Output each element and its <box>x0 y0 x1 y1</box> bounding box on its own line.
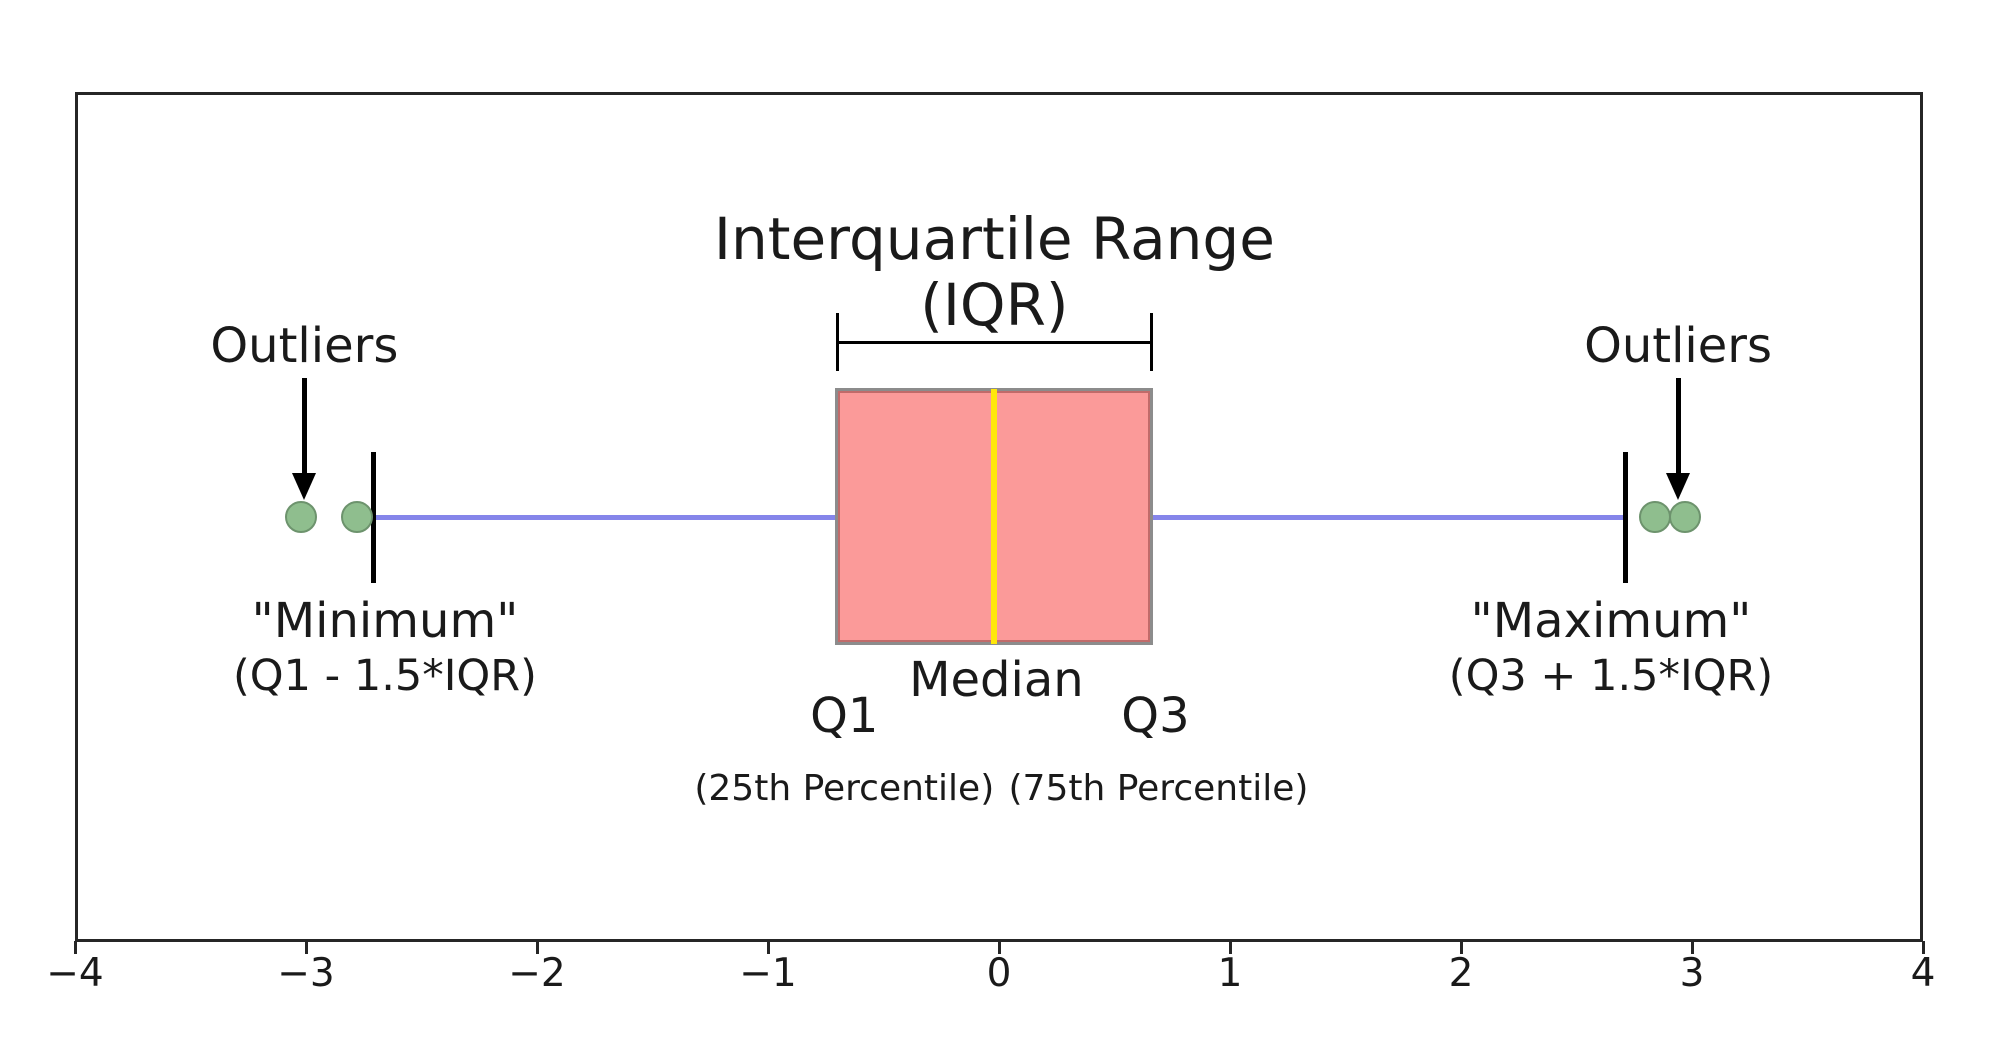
x-tick-label: −3 <box>277 951 335 996</box>
x-tick-label: −4 <box>46 951 104 996</box>
minimum-label: "Minimum" (Q1 - 1.5*IQR) <box>233 592 537 702</box>
whisker-cap-maximum <box>1623 452 1628 583</box>
x-tick-label: −1 <box>739 951 797 996</box>
x-tick-label: 1 <box>1217 951 1243 996</box>
outlier-arrow-right <box>1675 378 1681 475</box>
x-tick-mark <box>1459 941 1463 954</box>
outlier-arrowhead-left <box>292 473 317 500</box>
outlier-arrow-left <box>301 378 307 475</box>
x-tick-label: 2 <box>1448 951 1474 996</box>
whisker-line-right <box>1151 515 1625 520</box>
x-tick-mark <box>304 941 308 954</box>
x-tick-mark <box>997 941 1001 954</box>
outlier-point <box>1669 501 1702 533</box>
iqr-bracket-right-end <box>1149 313 1153 371</box>
median-label: Median <box>909 652 1084 708</box>
x-tick-label: 0 <box>986 951 1012 996</box>
x-tick-mark <box>1921 941 1925 954</box>
minimum-label-line1: "Minimum" <box>251 593 519 649</box>
x-tick-mark <box>535 941 539 954</box>
x-tick-mark <box>73 941 77 954</box>
iqr-title-line1: Interquartile Range <box>713 205 1275 273</box>
x-tick-mark <box>1690 941 1694 954</box>
q3-percentile-label: (75th Percentile) <box>1008 768 1309 809</box>
x-tick-mark <box>766 941 770 954</box>
maximum-label: "Maximum" (Q3 + 1.5*IQR) <box>1449 592 1773 702</box>
iqr-title: Interquartile Range (IQR) <box>714 206 1275 338</box>
whisker-line-left <box>372 515 838 520</box>
q1-label: Q1 <box>810 688 879 744</box>
whisker-cap-minimum <box>370 452 376 583</box>
outliers-label-right: Outliers <box>1584 318 1773 374</box>
iqr-title-line2: (IQR) <box>920 271 1069 339</box>
outlier-arrowhead-right <box>1666 473 1691 500</box>
q3-label: Q3 <box>1121 688 1190 744</box>
median-line <box>991 389 998 644</box>
maximum-label-line2: (Q3 + 1.5*IQR) <box>1448 651 1774 701</box>
maximum-label-line1: "Maximum" <box>1470 593 1752 649</box>
minimum-label-line2: (Q1 - 1.5*IQR) <box>233 651 537 701</box>
x-tick-label: −2 <box>508 951 566 996</box>
iqr-bracket-horizontal <box>837 341 1152 344</box>
x-tick-label: 4 <box>1910 951 1936 996</box>
x-tick-label: 3 <box>1679 951 1705 996</box>
outliers-label-left: Outliers <box>210 318 399 374</box>
iqr-bracket-left-end <box>835 313 839 371</box>
outlier-point <box>340 501 373 533</box>
q1-percentile-label: (25th Percentile) <box>694 768 995 809</box>
outlier-point <box>1639 501 1672 533</box>
outlier-point <box>285 501 318 533</box>
x-tick-mark <box>1228 941 1232 954</box>
